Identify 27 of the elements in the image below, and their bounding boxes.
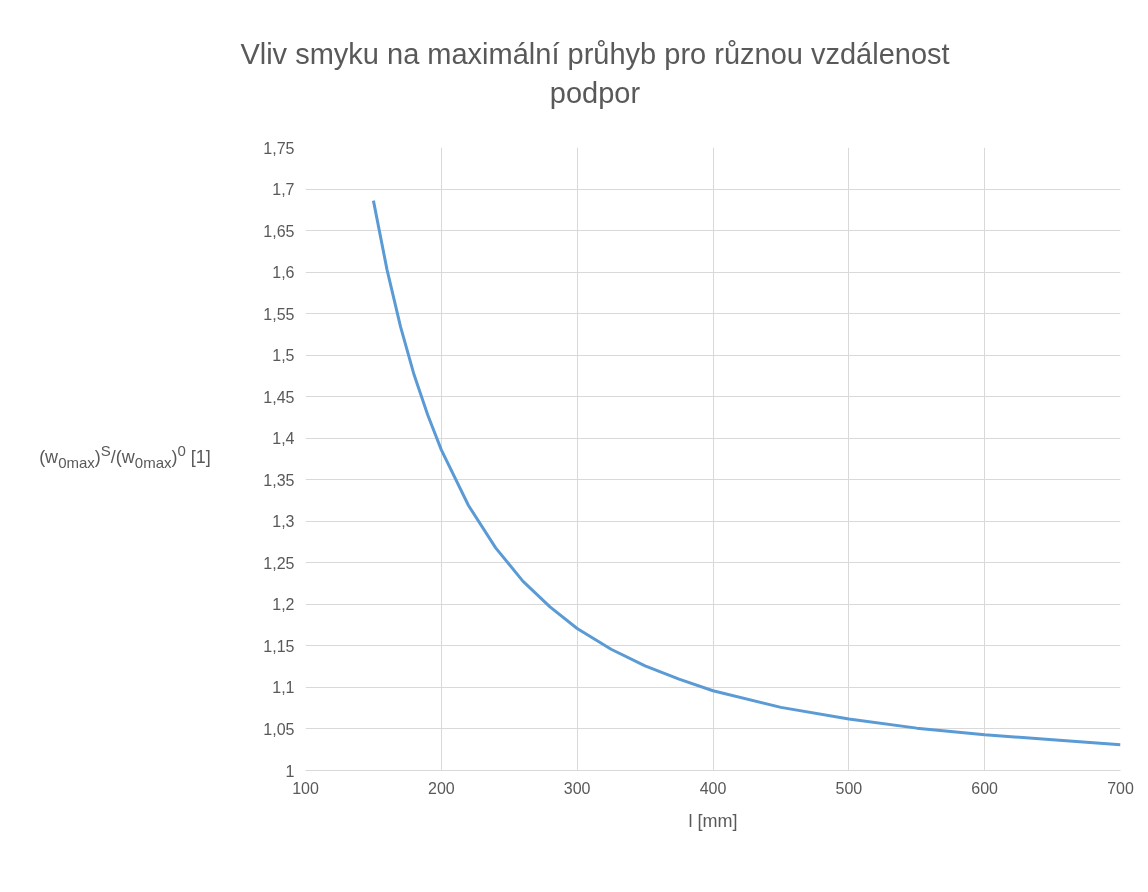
y-tick-label: 1,5 xyxy=(272,347,295,365)
y-tick-label: 1 xyxy=(285,762,295,780)
x-axis-title: l [mm] xyxy=(688,810,738,831)
y-tick-label: 1,75 xyxy=(263,139,295,157)
y-tick-label: 1,65 xyxy=(263,222,295,240)
y-tick-label: 1,1 xyxy=(272,679,295,697)
y-tick-label: 1,45 xyxy=(263,388,295,406)
x-tick-label: 200 xyxy=(427,779,455,797)
y-tick-label: 1,6 xyxy=(272,264,295,282)
x-tick-label: 500 xyxy=(835,779,863,797)
y-tick-label: 1,05 xyxy=(263,720,295,738)
x-tick-label: 600 xyxy=(971,779,999,797)
x-tick-label: 700 xyxy=(1107,779,1134,797)
y-tick-label: 1,35 xyxy=(263,471,295,489)
y-tick-label: 1,4 xyxy=(272,430,295,448)
text: (w$_{0max}$)$^{S}$/(w$_{0max}$)$^{0}$ [1] xyxy=(39,442,211,471)
y-tick-label: 1,2 xyxy=(272,596,295,614)
y-tick-label: 1,7 xyxy=(272,181,295,199)
y-tick-label: 1,15 xyxy=(263,637,295,655)
y-tick-label: 1,3 xyxy=(272,513,295,531)
chart-title: Vliv smyku na maximální průhyb pro různou vzdálenost podpor xyxy=(239,37,951,112)
y-tick-label: 1,25 xyxy=(263,554,295,572)
line-series xyxy=(371,199,1121,747)
y-tick-label: 1,55 xyxy=(263,305,295,323)
x-tick-label: 400 xyxy=(699,779,727,797)
x-tick-label: 300 xyxy=(563,779,591,797)
x-tick-label: 100 xyxy=(292,779,319,797)
